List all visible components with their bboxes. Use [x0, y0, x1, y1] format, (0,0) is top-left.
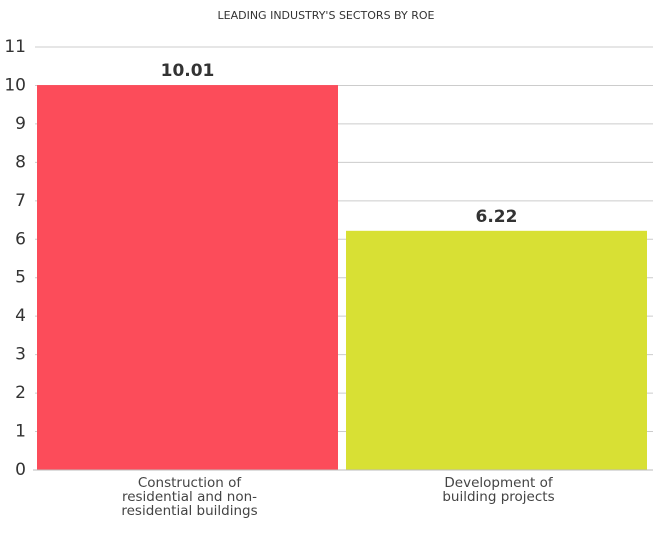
y-tick-label: 7 [15, 191, 26, 211]
y-tick-label: 4 [15, 306, 26, 326]
data-label: 10.01 [161, 61, 215, 81]
y-tick-label: 10 [4, 75, 26, 95]
y-tick-label: 11 [4, 37, 26, 57]
y-tick-label: 3 [15, 345, 26, 365]
y-tick-label: 8 [15, 152, 26, 172]
data-label: 6.22 [476, 207, 518, 227]
y-tick-label: 9 [15, 114, 26, 134]
x-tick-label: Development of building projects [442, 475, 555, 505]
chart-title: LEADING INDUSTRY'S SECTORS BY ROE [218, 9, 435, 22]
y-tick-label: 6 [15, 229, 26, 249]
bar [346, 230, 647, 470]
y-tick-label: 1 [15, 422, 26, 442]
y-tick-label: 5 [15, 268, 26, 288]
x-tick-label: Construction of residential and non-resi… [121, 475, 258, 519]
y-tick-label: 2 [15, 383, 26, 403]
y-tick-label: 0 [15, 460, 26, 480]
bar [37, 85, 338, 470]
